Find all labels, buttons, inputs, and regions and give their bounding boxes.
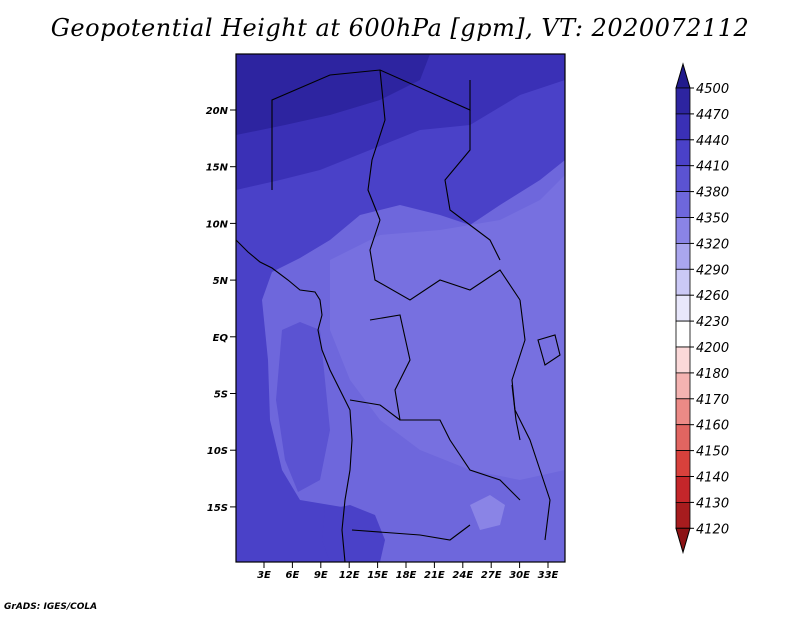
colorbar-label: 4440 [696,134,729,149]
colorbar-label: 4260 [696,289,729,304]
lat-tick-label: 10S [207,446,228,457]
colorbar-top-triangle [675,62,691,89]
colorbar-label: 4160 [696,419,729,434]
colorbar-label: 4130 [696,496,729,511]
credit-label: GrADS: IGES/COLA [4,602,98,612]
border-car [369,219,521,301]
lat-tick-label: 10N [206,219,229,230]
colorbar-label: 4290 [696,263,729,278]
border-north-1 [271,69,471,190]
lat-tick-label: 15N [206,163,229,174]
contour-4350-central [330,175,565,480]
lon-tick-label: 3E [257,570,271,581]
colorbar-segment [675,217,691,244]
lon-tick-label: 6E [286,570,300,581]
contour-4380-ocean [276,322,330,492]
colorbar-segment [675,424,691,452]
colorbar-segment [675,242,691,270]
lon-tick-label: 15E [367,570,388,581]
lon-tick-label: 9E [314,570,328,581]
colorbar-label: 4230 [696,315,729,330]
colorbar-label: 4200 [696,341,729,356]
lake-victoria [537,334,561,366]
lat-tick-label: 20N [206,106,229,117]
lat-tick-label: 5S [214,390,228,401]
lon-tick-label: 21E [424,570,445,581]
colorbar-segment [675,268,691,296]
lat-tick-label: EQ [213,333,229,344]
colorbar-segment [675,320,691,348]
colorbar-segment [675,165,691,192]
border-north-2 [367,69,386,221]
colorbar-label: 4320 [696,237,729,252]
lat-tick-label: 5N [213,276,229,287]
colorbar-label: 4350 [696,212,729,227]
lon-tick-label: 27E [481,570,502,581]
border-east-africa [511,299,551,541]
colorbar-label: 4410 [696,160,729,175]
lake-tanganyika [511,384,521,441]
lat-tick-label: 15S [207,503,228,514]
colorbar-label: 4120 [696,522,729,537]
colorbar-label: 4470 [696,108,729,123]
colorbar-segment [675,501,691,529]
border-drc [369,314,521,501]
colorbar-segment [675,139,691,167]
map-title: Geopotential Height at 600hPa [gpm], VT:… [50,14,750,42]
colorbar-segment [675,346,691,374]
colorbar-segment [675,113,691,141]
lon-tick-label: 12E [339,570,360,581]
contour-4470-north [236,54,430,135]
height-field [236,54,565,562]
colorbar-segment [675,294,691,322]
colorbar-label: 4500 [696,82,729,97]
map-frame [235,53,566,563]
latitude-axis: 20N 15N 10N 5N EQ 5S 10S 15S [206,106,236,514]
colorbar-segment [675,372,691,400]
border-angola [349,399,471,541]
colorbar-segment [675,398,691,426]
longitude-axis: 3E 6E 9E 12E 15E 18E 21E 24E 27E 30E 33E [257,562,559,581]
lon-tick-label: 30E [509,570,530,581]
colorbar-bottom-triangle [675,527,691,555]
lon-tick-label: 18E [396,570,417,581]
coastline-west [236,239,353,562]
lon-tick-label: 33E [538,570,559,581]
colorbar: 4500 4470 4440 4410 4380 4350 4320 4290 4260 4230… [675,62,729,555]
colorbar-segment [675,476,691,503]
contour-4410-south [322,505,385,562]
contour-4410-west [236,54,565,562]
colorbar-label: 4140 [696,471,729,486]
colorbar-segment [675,87,691,115]
colorbar-label: 4150 [696,445,729,460]
colorbar-label: 4180 [696,367,729,382]
colorbar-label: 4380 [696,186,729,201]
colorbar-segment [675,191,691,218]
border-east-sudan [444,110,501,261]
colorbar-label: 4170 [696,393,729,408]
colorbar-segment [675,450,691,477]
lon-tick-label: 24E [452,570,473,581]
contour-4320-patch [470,495,505,530]
political-boundaries [236,69,561,562]
